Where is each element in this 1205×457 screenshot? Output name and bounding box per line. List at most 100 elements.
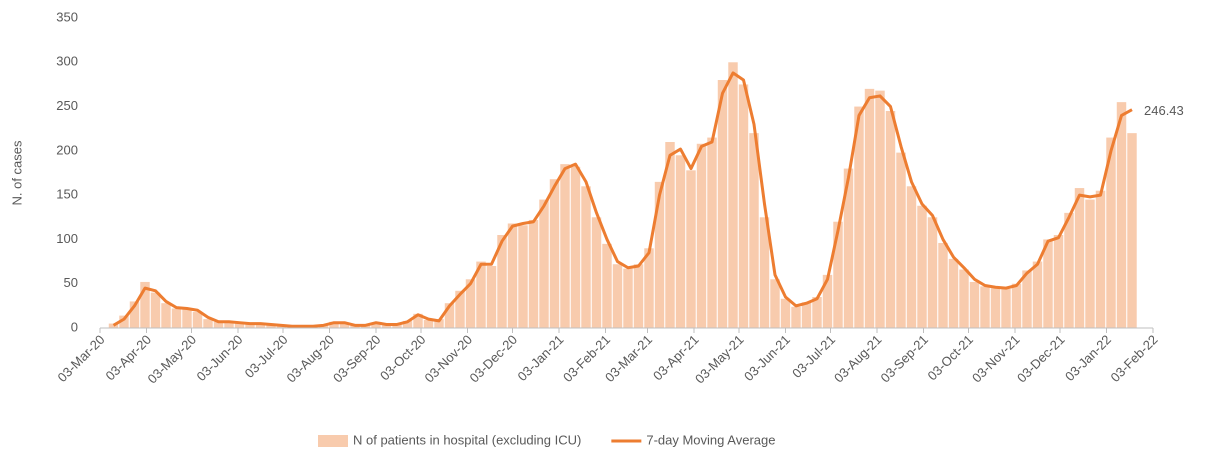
bar [234,322,245,328]
x-tick-label: 03-Jun-20 [194,332,246,384]
bar [591,217,602,328]
bar [644,248,654,328]
bar [339,323,350,328]
line [112,71,1133,328]
bar [465,279,476,328]
bar [203,319,213,328]
bar [1106,137,1116,328]
y-tick-label: 50 [64,275,78,290]
bar [381,324,392,328]
x-tick-label: 03-Dec-21 [1014,332,1068,386]
bar [927,217,938,328]
x-tick-label: 03-Dec-20 [467,332,521,386]
x-tick-label: 03-Nov-20 [422,332,476,386]
bar [255,324,266,328]
bar [864,88,875,328]
bar [423,320,434,328]
bar [875,90,885,328]
y-tick-label: 150 [56,187,78,202]
bar [801,302,812,328]
bar [1001,289,1011,328]
x-tick-label: 03-Sep-20 [330,332,384,386]
bar [518,225,528,328]
bar [570,166,581,328]
bar [633,264,644,328]
bar [1095,190,1106,328]
x-tick-label: 03-Aug-20 [284,332,338,386]
x-tick-label: 03-May-20 [145,332,200,387]
bar [129,301,140,328]
bar [885,111,896,328]
bar [791,306,801,328]
bar [1032,261,1043,328]
x-tick-label: 03-Jan-22 [1062,332,1114,384]
bar [1011,283,1022,328]
bar [1074,188,1085,328]
bar [549,179,560,328]
bar [224,322,234,328]
x-tick-label: 03-Aug-21 [831,332,885,386]
bar [843,168,854,328]
bar [623,268,633,328]
y-tick-label: 250 [56,98,78,113]
bar [833,221,843,328]
bar [738,84,749,328]
bar [455,290,465,328]
x-tick-label: 03-Nov-21 [969,332,1023,386]
bar [486,266,497,328]
x-tick-label: 03-Jul-20 [242,332,291,381]
bar [476,261,486,328]
y-tick-label: 100 [56,231,78,246]
y-tick-label: 200 [56,142,78,157]
bar [1116,102,1127,329]
y-tick-label: 0 [71,319,78,334]
bar [759,217,770,328]
bar [602,243,612,328]
bar [413,313,423,328]
bar [192,312,203,328]
bar [560,164,570,328]
legend-label: N of patients in hospital (excluding ICU… [353,432,581,447]
legend-label: 7-day Moving Average [646,432,775,447]
bar [108,323,119,328]
bar [896,152,906,328]
bar [612,264,623,328]
bar [696,143,707,328]
bar [812,297,822,328]
bar [749,133,759,328]
bar [497,235,507,328]
bar [1127,133,1137,328]
bar [1053,235,1064,328]
bar [402,320,413,328]
y-axis-label: N. of cases [9,140,24,206]
bar [917,205,927,328]
bar [665,142,675,328]
legend-swatch [318,435,348,447]
bar [581,186,591,328]
bar [959,269,969,328]
x-tick-label: 03-Oct-21 [925,332,976,383]
bar [161,303,171,328]
bar [686,170,696,328]
bar [990,288,1001,328]
bar [948,258,959,328]
x-tick-label: 03-May-21 [692,332,747,387]
x-tick-label: 03-Jan-21 [515,332,567,384]
bar [675,155,686,328]
bar [1043,239,1053,328]
bar [329,321,339,328]
bar [728,62,738,329]
bar [717,80,728,328]
bar [444,303,455,328]
x-tick-label: 03-Oct-20 [377,332,428,383]
bar [654,181,665,328]
bar [1022,270,1032,328]
x-tick-label: 03-Jul-21 [789,332,838,381]
data-label: 246.43 [1144,103,1184,118]
bar [906,186,917,328]
bar [539,199,549,328]
y-tick-label: 350 [56,9,78,24]
bar [266,324,276,328]
